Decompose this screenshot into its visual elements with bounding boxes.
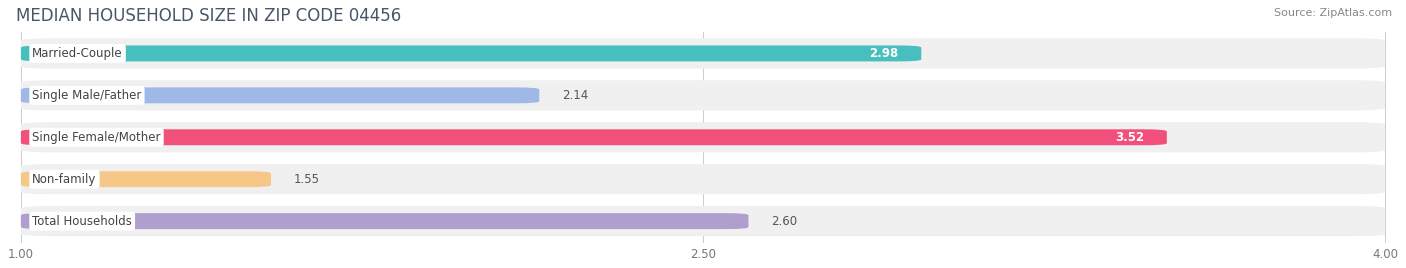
FancyBboxPatch shape (21, 38, 1385, 69)
Text: Non-family: Non-family (32, 173, 97, 186)
FancyBboxPatch shape (21, 87, 540, 103)
Text: 3.52: 3.52 (1115, 131, 1144, 144)
Text: Married-Couple: Married-Couple (32, 47, 122, 60)
Text: 2.14: 2.14 (562, 89, 588, 102)
Text: 1.55: 1.55 (294, 173, 319, 186)
Text: Source: ZipAtlas.com: Source: ZipAtlas.com (1274, 8, 1392, 18)
FancyBboxPatch shape (21, 206, 1385, 236)
Text: 2.98: 2.98 (869, 47, 898, 60)
FancyBboxPatch shape (21, 122, 1385, 152)
FancyBboxPatch shape (21, 171, 271, 187)
FancyBboxPatch shape (21, 129, 1167, 145)
Text: Single Female/Mother: Single Female/Mother (32, 131, 160, 144)
FancyBboxPatch shape (21, 46, 921, 61)
Text: MEDIAN HOUSEHOLD SIZE IN ZIP CODE 04456: MEDIAN HOUSEHOLD SIZE IN ZIP CODE 04456 (17, 7, 402, 25)
Text: Single Male/Father: Single Male/Father (32, 89, 142, 102)
Text: 2.60: 2.60 (772, 215, 797, 228)
FancyBboxPatch shape (21, 164, 1385, 194)
Text: Total Households: Total Households (32, 215, 132, 228)
FancyBboxPatch shape (21, 213, 748, 229)
FancyBboxPatch shape (21, 80, 1385, 110)
